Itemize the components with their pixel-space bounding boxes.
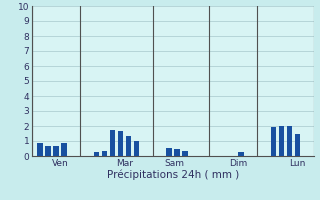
- Text: Ven: Ven: [52, 159, 69, 168]
- Text: Dim: Dim: [229, 159, 247, 168]
- Text: Lun: Lun: [290, 159, 306, 168]
- Bar: [45, 146, 51, 156]
- Bar: [182, 151, 188, 156]
- Bar: [287, 126, 292, 156]
- Bar: [101, 151, 107, 156]
- Bar: [279, 126, 284, 156]
- Text: Sam: Sam: [165, 159, 185, 168]
- Bar: [93, 152, 99, 156]
- Bar: [126, 136, 132, 156]
- Bar: [238, 152, 244, 156]
- Bar: [270, 127, 276, 156]
- Text: Mar: Mar: [116, 159, 133, 168]
- Bar: [166, 148, 172, 156]
- Bar: [37, 143, 43, 156]
- Bar: [174, 149, 180, 156]
- Bar: [61, 143, 67, 156]
- Bar: [110, 130, 115, 156]
- X-axis label: Précipitations 24h ( mm ): Précipitations 24h ( mm ): [107, 170, 239, 180]
- Bar: [295, 134, 300, 156]
- Bar: [118, 131, 123, 156]
- Bar: [134, 141, 140, 156]
- Bar: [53, 146, 59, 156]
